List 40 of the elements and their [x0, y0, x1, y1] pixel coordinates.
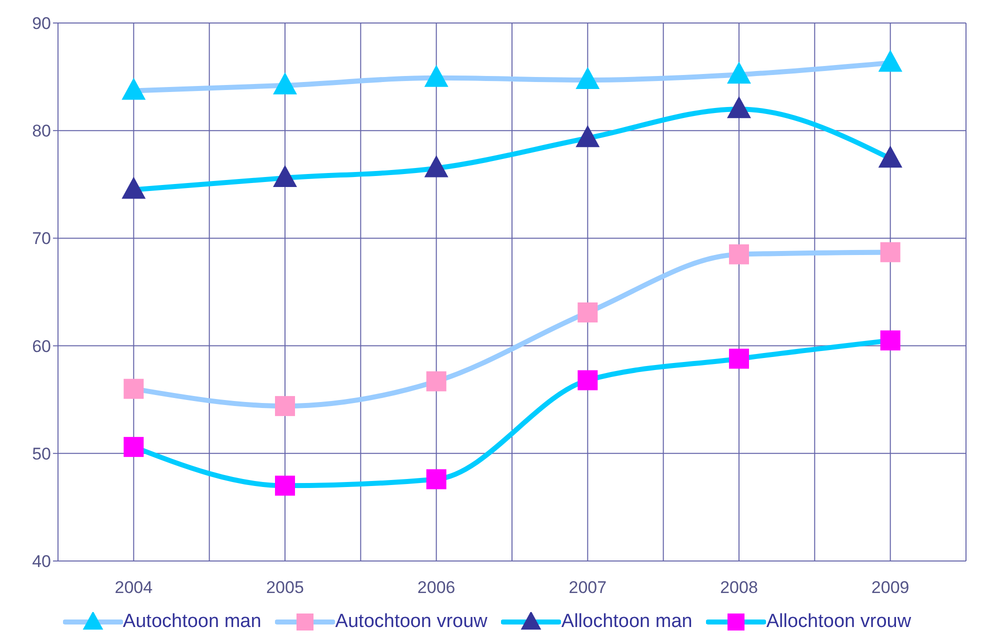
- legend-label: Allochtoon man: [561, 611, 692, 633]
- point: [729, 244, 749, 264]
- legend-label: Autochtoon vrouw: [335, 611, 488, 633]
- x-tick-label: 2008: [720, 578, 758, 598]
- x-tick-label: 2009: [871, 578, 910, 598]
- point: [729, 348, 749, 369]
- point: [878, 146, 902, 168]
- point: [727, 62, 751, 84]
- point: [576, 125, 600, 148]
- point: [275, 396, 295, 416]
- point: [424, 64, 448, 87]
- x-tick-label: 2006: [417, 578, 456, 598]
- point: [273, 164, 297, 187]
- point: [275, 476, 295, 496]
- point: [122, 176, 146, 199]
- y-tick-label: 80: [32, 122, 51, 141]
- y-tick-label: 60: [32, 336, 51, 356]
- point: [576, 67, 600, 90]
- y-tick-label: 90: [32, 14, 51, 34]
- point: [122, 78, 146, 100]
- x-tick-label: 2004: [114, 578, 153, 598]
- point: [426, 371, 446, 392]
- point: [424, 155, 448, 178]
- x-tick-label: 2005: [266, 578, 304, 598]
- x-tick-label: 2007: [568, 578, 607, 598]
- point: [578, 302, 598, 322]
- y-tick-label: 50: [32, 444, 51, 464]
- point: [578, 370, 598, 390]
- point: [426, 469, 446, 490]
- point: [878, 50, 902, 72]
- y-tick-label: 40: [32, 552, 51, 572]
- legend-label: Autochtoon man: [122, 611, 262, 633]
- point: [273, 72, 297, 94]
- point: [727, 96, 751, 118]
- point: [880, 242, 900, 262]
- point: [880, 330, 900, 350]
- point: [124, 436, 144, 457]
- point: [124, 378, 144, 399]
- y-tick-label: 70: [32, 229, 51, 248]
- legend-label: Allochtoon vrouw: [766, 611, 912, 633]
